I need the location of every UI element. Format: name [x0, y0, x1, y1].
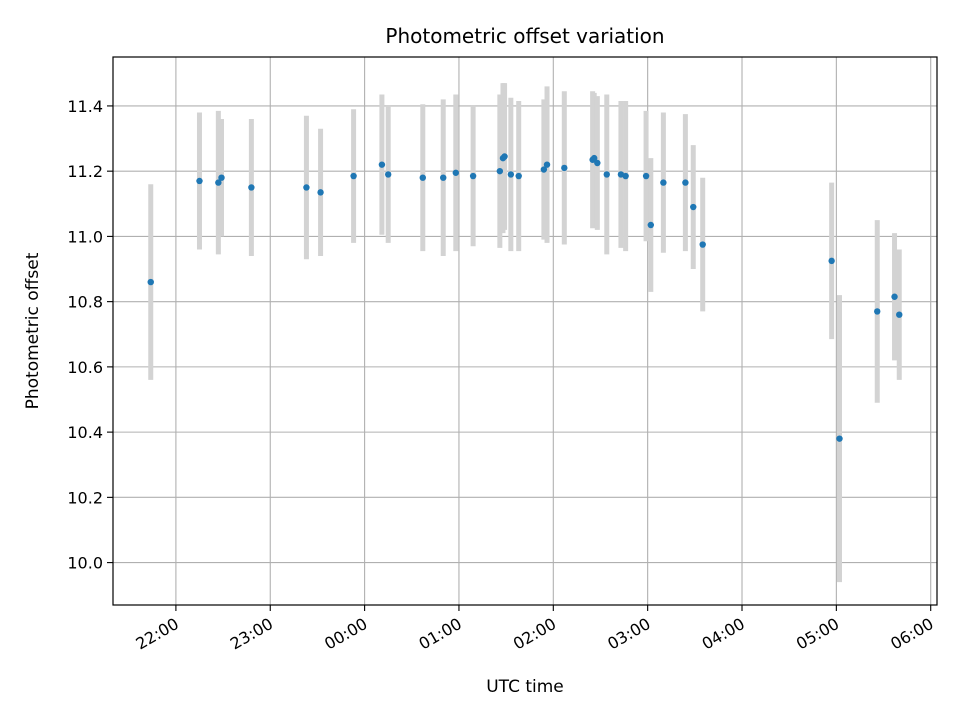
- data-point: [218, 174, 225, 181]
- data-point: [874, 308, 881, 315]
- y-tick-label: 10.6: [67, 358, 103, 377]
- y-tick-label: 10.8: [67, 293, 103, 312]
- data-point: [419, 174, 426, 181]
- data-point: [690, 203, 697, 211]
- plot-frame: [112, 56, 938, 606]
- data-points: [147, 153, 903, 442]
- y-tick-label: 10.2: [67, 488, 103, 507]
- data-point: [540, 166, 548, 173]
- data-point: [440, 174, 447, 181]
- data-point: [594, 159, 601, 167]
- data-point: [452, 169, 460, 176]
- data-point: [896, 311, 903, 318]
- y-axis: 10.0 10.2 10.4 10.6 10.8 11.0 11.2 11.4: [67, 97, 113, 573]
- data-point: [248, 184, 255, 191]
- data-point: [303, 184, 310, 191]
- data-point: [622, 172, 629, 180]
- data-point: [147, 278, 154, 286]
- data-point: [699, 241, 706, 248]
- data-point: [469, 172, 477, 180]
- data-point: [682, 179, 689, 186]
- data-point: [836, 435, 843, 442]
- y-axis-label: Photometric offset: [23, 252, 43, 409]
- data-point: [215, 179, 222, 186]
- x-axis-label: UTC time: [486, 677, 564, 697]
- data-point: [647, 221, 655, 229]
- data-point: [384, 171, 392, 178]
- data-point: [660, 179, 667, 186]
- data-point: [515, 172, 522, 180]
- data-point: [350, 172, 357, 180]
- chart-title: Photometric offset variation: [385, 24, 664, 48]
- y-tick-label: 11.4: [67, 97, 103, 116]
- data-point: [561, 164, 568, 172]
- data-point: [891, 293, 898, 300]
- data-point: [317, 189, 324, 196]
- data-point: [496, 167, 504, 175]
- data-point: [196, 177, 203, 185]
- data-point: [507, 171, 515, 178]
- y-tick-label: 10.4: [67, 423, 103, 442]
- data-point: [590, 154, 598, 162]
- data-point: [828, 257, 835, 265]
- data-point: [501, 153, 508, 160]
- y-tick-label: 11.2: [67, 162, 103, 181]
- data-point: [378, 161, 386, 168]
- y-tick-label: 11.0: [67, 227, 103, 246]
- y-tick-label: 10.0: [67, 554, 103, 573]
- data-point: [603, 171, 610, 178]
- data-point: [543, 161, 551, 168]
- data-point: [642, 172, 650, 180]
